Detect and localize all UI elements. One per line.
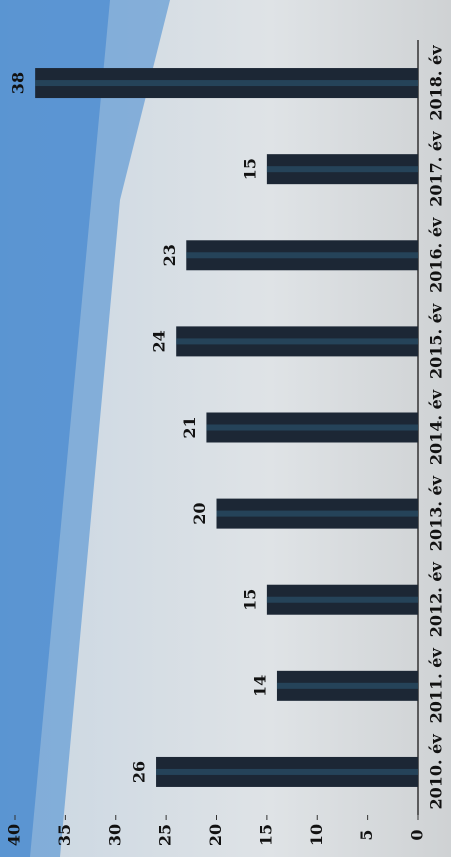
y-tick-label: 5: [357, 829, 376, 840]
y-tick-label: 30: [105, 824, 124, 846]
y-tick-label: 25: [156, 824, 175, 846]
value-label: 15: [240, 158, 259, 180]
y-tick-label: 35: [55, 824, 74, 846]
value-label: 26: [130, 761, 149, 783]
x-tick-label: 2015. év: [427, 303, 446, 379]
bar-highlight: [186, 252, 418, 259]
y-tick-label: 0: [408, 829, 427, 840]
value-label: 23: [160, 244, 179, 266]
bar-highlight: [35, 80, 419, 87]
x-tick-label: 2013. év: [427, 475, 446, 551]
bar-highlight: [176, 338, 418, 345]
value-label: 21: [180, 416, 199, 438]
bar-highlight: [266, 596, 418, 603]
x-tick-label: 2012. év: [427, 561, 446, 637]
x-tick-label: 2016. év: [427, 217, 446, 293]
bar-highlight: [206, 424, 418, 431]
sky-dark: [0, 0, 110, 857]
x-tick-label: 2018. év: [427, 45, 446, 121]
value-label: 24: [150, 330, 169, 352]
bar-highlight: [276, 682, 418, 689]
value-label: 15: [240, 589, 259, 611]
bar-highlight: [156, 768, 419, 775]
bar-highlight: [266, 166, 418, 173]
x-tick-label: 2014. év: [427, 389, 446, 465]
x-tick-label: 2010. év: [427, 734, 446, 810]
y-tick-label: 10: [307, 824, 326, 846]
x-tick-label: 2017. év: [427, 131, 446, 207]
bar-highlight: [216, 510, 418, 517]
y-tick-label: 20: [206, 824, 225, 846]
x-tick-label: 2011. év: [427, 648, 446, 724]
y-tick-label: 15: [256, 824, 275, 846]
value-label: 14: [250, 675, 269, 697]
value-label: 20: [190, 502, 209, 524]
value-label: 38: [9, 72, 28, 94]
y-tick-label: 40: [5, 824, 24, 846]
